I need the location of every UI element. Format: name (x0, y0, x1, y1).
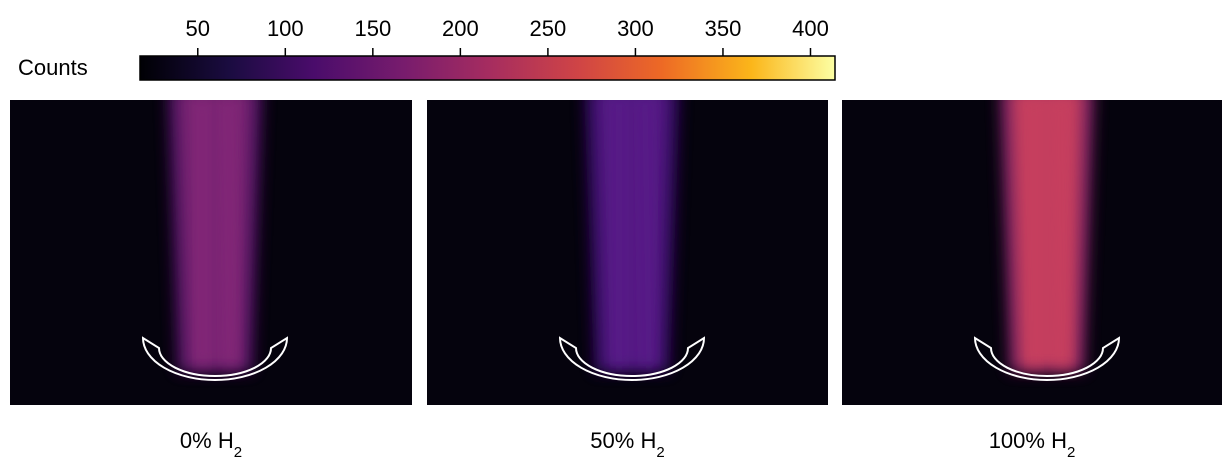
flame-core (1011, 90, 1083, 368)
label-text: 100% H (989, 428, 1067, 453)
panel-label: 0% H2 (180, 428, 242, 461)
panel-label: 100% H2 (989, 428, 1076, 461)
tick-label: 250 (530, 16, 567, 41)
flame-streak (614, 100, 624, 366)
tick-label: 150 (354, 16, 391, 41)
flame-group (999, 90, 1095, 372)
tick-label: 350 (705, 16, 742, 41)
colorbar (140, 56, 835, 80)
tick-label: 300 (617, 16, 654, 41)
label-text: 50% H (590, 428, 656, 453)
label-text: 0% H (180, 428, 234, 453)
label-subscript: 2 (656, 444, 664, 461)
colorbar-ticks: 50 100 150 200 250 300 350 400 (186, 16, 829, 56)
flame-group (167, 90, 263, 372)
tick-label: 200 (442, 16, 479, 41)
label-subscript: 2 (1067, 444, 1075, 461)
panel-label: 50% H2 (590, 428, 664, 461)
image-panel (10, 90, 412, 405)
tick-label: 400 (792, 16, 829, 41)
flame-streak (1029, 100, 1039, 366)
image-panel (842, 90, 1222, 405)
flame-core (179, 90, 251, 368)
tick-label: 50 (186, 16, 210, 41)
panels (10, 90, 1222, 405)
figure: Counts 50100150200250300350400 0% H250% … (0, 0, 1230, 466)
flame-group (584, 90, 680, 372)
image-panel (427, 90, 828, 405)
flame-core (596, 90, 668, 368)
label-subscript: 2 (234, 444, 242, 461)
tick-label: 100 (267, 16, 304, 41)
flame-streak (197, 100, 207, 366)
colorbar-label: Counts (18, 55, 88, 80)
